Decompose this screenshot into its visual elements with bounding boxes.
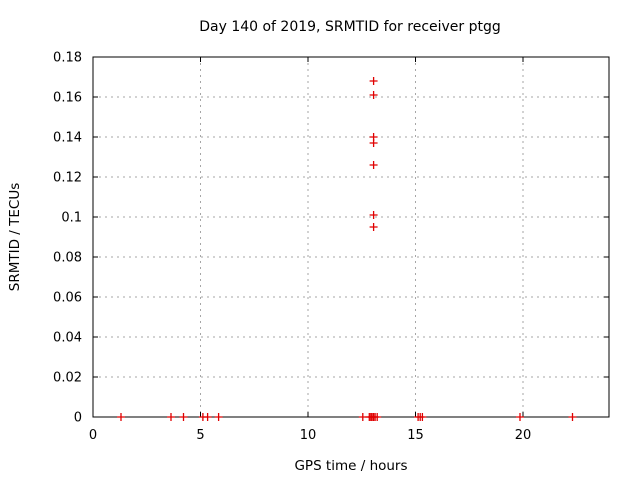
data-point bbox=[117, 413, 125, 421]
data-point bbox=[418, 413, 427, 421]
plot-border bbox=[92, 56, 610, 418]
x-tick-label: 20 bbox=[515, 428, 532, 443]
data-point bbox=[369, 211, 378, 219]
data-point bbox=[214, 413, 223, 421]
grid-layer bbox=[93, 57, 609, 417]
y-tick-label: 0.04 bbox=[53, 331, 82, 346]
x-tick-label: 15 bbox=[407, 428, 424, 443]
y-tick-label: 0.02 bbox=[53, 371, 82, 386]
data-point bbox=[179, 413, 188, 421]
x-axis-label: GPS time / hours bbox=[294, 458, 407, 474]
data-point bbox=[203, 413, 212, 421]
data-point bbox=[369, 91, 378, 99]
y-tick-label: 0 bbox=[74, 411, 82, 426]
tick-layer bbox=[92, 56, 609, 418]
x-tick-label: 10 bbox=[300, 428, 317, 443]
y-tick-label: 0.1 bbox=[61, 211, 82, 226]
data-point bbox=[369, 223, 378, 231]
y-tick-label: 0.06 bbox=[53, 291, 82, 306]
data-point bbox=[568, 413, 577, 421]
data-point bbox=[369, 161, 378, 169]
data-point bbox=[516, 413, 524, 421]
data-point bbox=[369, 77, 378, 85]
tick-labels-layer: 0 5 10 15 20 0 0.02 0.04 0.06 0.08 0.1 0.12 0.14 0.16… bbox=[53, 51, 531, 444]
y-tick-label: 0.08 bbox=[53, 251, 82, 266]
y-axis-label: SRMTID / TECUs bbox=[7, 183, 23, 291]
x-tick-label: 5 bbox=[196, 428, 204, 443]
data-point bbox=[369, 139, 378, 147]
x-tick-label: 0 bbox=[89, 428, 97, 443]
y-tick-label: 0.18 bbox=[53, 51, 82, 66]
y-tick-label: 0.16 bbox=[53, 91, 82, 106]
y-tick-label: 0.14 bbox=[53, 131, 82, 146]
points-layer bbox=[117, 77, 577, 421]
data-point bbox=[373, 413, 382, 421]
chart-title: Day 140 of 2019, SRMTID for receiver ptg… bbox=[199, 19, 501, 35]
data-point bbox=[167, 413, 175, 421]
y-tick-label: 0.12 bbox=[53, 171, 82, 186]
